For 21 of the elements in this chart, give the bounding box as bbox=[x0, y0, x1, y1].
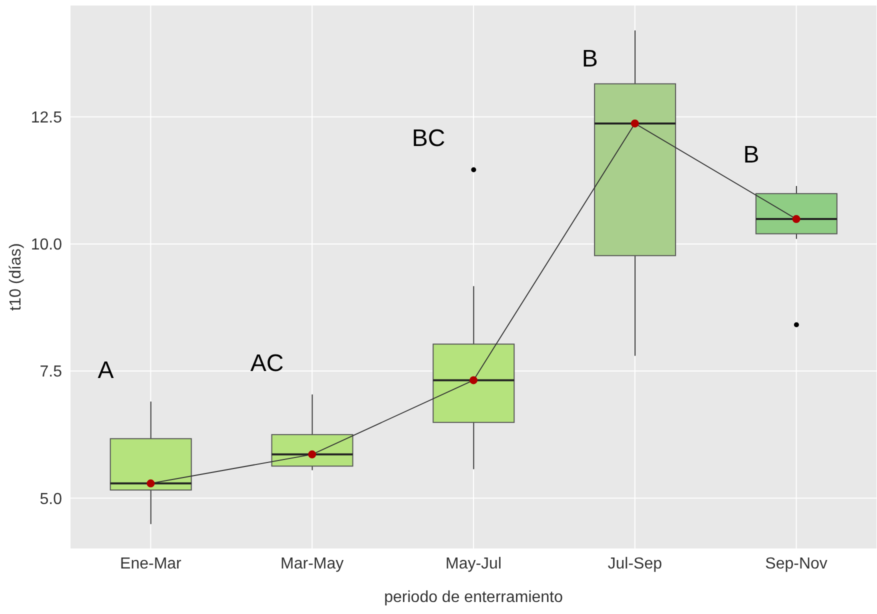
point bbox=[792, 215, 800, 224]
annotation: AC bbox=[250, 350, 284, 377]
x-tick-label: May-Jul bbox=[445, 555, 502, 572]
point bbox=[308, 450, 316, 458]
point bbox=[470, 376, 478, 384]
x-tick-label: Ene-Mar bbox=[120, 555, 182, 572]
annotation: A bbox=[98, 356, 114, 384]
y-tick-label: 10.0 bbox=[30, 236, 62, 254]
point bbox=[630, 119, 639, 128]
x-axis-title: periodo de enterramiento bbox=[384, 589, 563, 606]
y-tick-label: 7.5 bbox=[40, 364, 62, 381]
x-tick-label: Jul-Sep bbox=[608, 555, 662, 572]
y-axis-title: t10 (días) bbox=[8, 243, 25, 311]
annotation: B bbox=[743, 141, 760, 168]
x-tick-label: Sep-Nov bbox=[765, 555, 828, 572]
annotation: B bbox=[582, 45, 598, 72]
y-tick-label: 12.5 bbox=[30, 110, 62, 127]
point bbox=[146, 479, 155, 488]
y-tick-label: 5.0 bbox=[40, 490, 62, 508]
x-tick-label: Mar-May bbox=[280, 555, 344, 572]
annotation: BC bbox=[412, 125, 446, 152]
